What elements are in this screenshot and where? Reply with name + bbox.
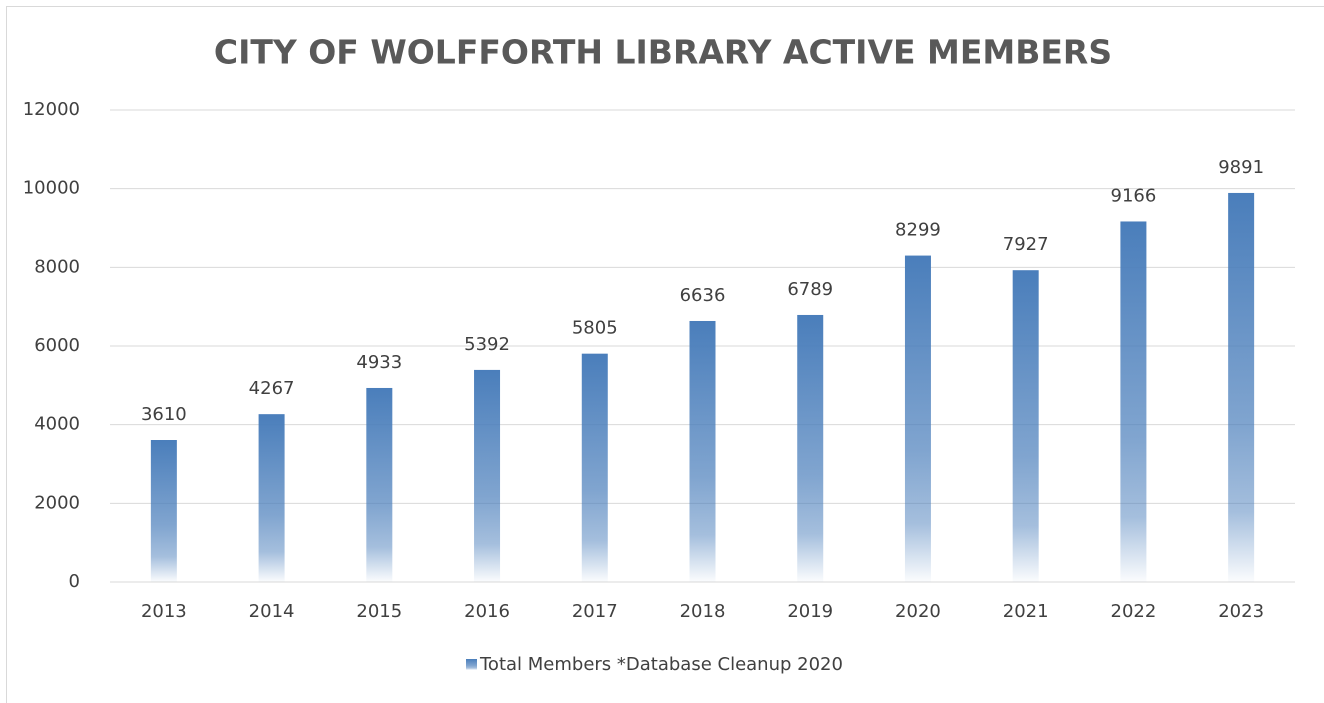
x-tick-label: 2022 bbox=[1111, 601, 1157, 622]
data-label: 4267 bbox=[249, 378, 295, 399]
bar bbox=[581, 353, 608, 582]
data-label: 9166 bbox=[1111, 185, 1157, 206]
bar bbox=[797, 314, 824, 582]
data-label: 5392 bbox=[464, 334, 510, 355]
x-tick-label: 2018 bbox=[680, 601, 726, 622]
data-label: 4933 bbox=[356, 352, 402, 373]
bar bbox=[904, 255, 931, 582]
bar bbox=[689, 320, 716, 582]
y-tick-label: 4000 bbox=[34, 414, 80, 435]
bar bbox=[150, 440, 177, 582]
x-tick-label: 2015 bbox=[356, 601, 402, 622]
y-tick-label: 10000 bbox=[23, 178, 80, 199]
x-tick-label: 2020 bbox=[895, 601, 941, 622]
x-tick-label: 2013 bbox=[141, 601, 187, 622]
y-tick-label: 8000 bbox=[34, 256, 80, 277]
legend-swatch bbox=[466, 659, 477, 670]
x-tick-label: 2019 bbox=[787, 601, 833, 622]
bar bbox=[366, 387, 393, 582]
chart-title: CITY OF WOLFFORTH LIBRARY ACTIVE MEMBERS bbox=[214, 33, 1112, 72]
data-label: 6789 bbox=[787, 279, 833, 300]
bar bbox=[1012, 270, 1039, 582]
y-tick-label: 6000 bbox=[34, 335, 80, 356]
y-tick-label: 12000 bbox=[23, 99, 80, 120]
bar bbox=[258, 414, 285, 582]
y-tick-label: 0 bbox=[69, 571, 80, 592]
data-label: 5805 bbox=[572, 318, 618, 339]
bar bbox=[1228, 192, 1255, 583]
legend-label: Total Members *Database Cleanup 2020 bbox=[479, 654, 843, 675]
bar bbox=[474, 369, 501, 582]
y-tick-label: 2000 bbox=[34, 492, 80, 513]
bar bbox=[1120, 221, 1147, 582]
data-label: 9891 bbox=[1218, 157, 1264, 178]
x-tick-label: 2016 bbox=[464, 601, 510, 622]
data-label: 7927 bbox=[1003, 234, 1049, 255]
x-tick-label: 2014 bbox=[249, 601, 295, 622]
data-label: 3610 bbox=[141, 404, 187, 425]
x-tick-label: 2023 bbox=[1218, 601, 1264, 622]
data-label: 6636 bbox=[680, 285, 726, 306]
x-tick-label: 2021 bbox=[1003, 601, 1049, 622]
data-label: 8299 bbox=[895, 220, 941, 241]
chart-border bbox=[6, 6, 1324, 703]
x-tick-label: 2017 bbox=[572, 601, 618, 622]
